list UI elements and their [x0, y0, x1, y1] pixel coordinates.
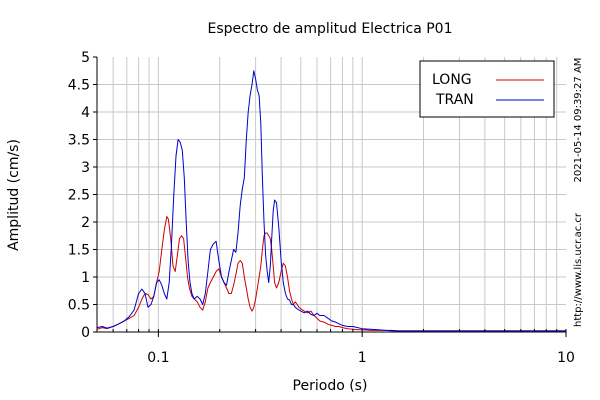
x-axis-label: Periodo (s)	[293, 378, 368, 394]
legend-box	[419, 60, 555, 118]
legend-label-long: LONG	[432, 72, 472, 88]
y-tick-label: 3	[81, 160, 90, 176]
y-tick-label: 4.5	[68, 78, 90, 94]
x-tick-label: 1	[358, 350, 367, 366]
y-tick-label: 2.5	[68, 188, 90, 204]
y-tick-label: 3.5	[68, 133, 90, 149]
y-tick-label: 5	[81, 50, 90, 66]
legend: LONG TRAN	[419, 60, 555, 118]
x-tick-label: 0.1	[147, 350, 169, 366]
y-tick-label: 4	[81, 105, 90, 121]
source-url-side-text: http://www.lis.ucr.ac.cr	[573, 212, 584, 327]
timestamp-side-text: 2021-05-14 09:39:27 AM	[573, 58, 584, 183]
series-lines	[96, 70, 566, 332]
y-tick-label: 1.5	[68, 243, 90, 259]
y-tick-label: 0.5	[68, 298, 90, 314]
series-line-long	[96, 216, 566, 332]
y-tick-label: 2	[81, 215, 90, 231]
y-tick-label: 1	[81, 270, 90, 286]
legend-label-tran: TRAN	[435, 92, 474, 108]
chart-title: Espectro de amplitud Electrica P01	[208, 21, 453, 37]
axes: 0 0.5 1 1.5 2 2.5 3 3.5 4 4.5 5 0.1 1 10	[68, 50, 575, 366]
y-axis-label: Amplitud (cm/s)	[6, 139, 22, 251]
y-tick-label: 0	[81, 325, 90, 341]
series-line-tran	[96, 70, 566, 332]
x-tick-label: 10	[557, 350, 575, 366]
